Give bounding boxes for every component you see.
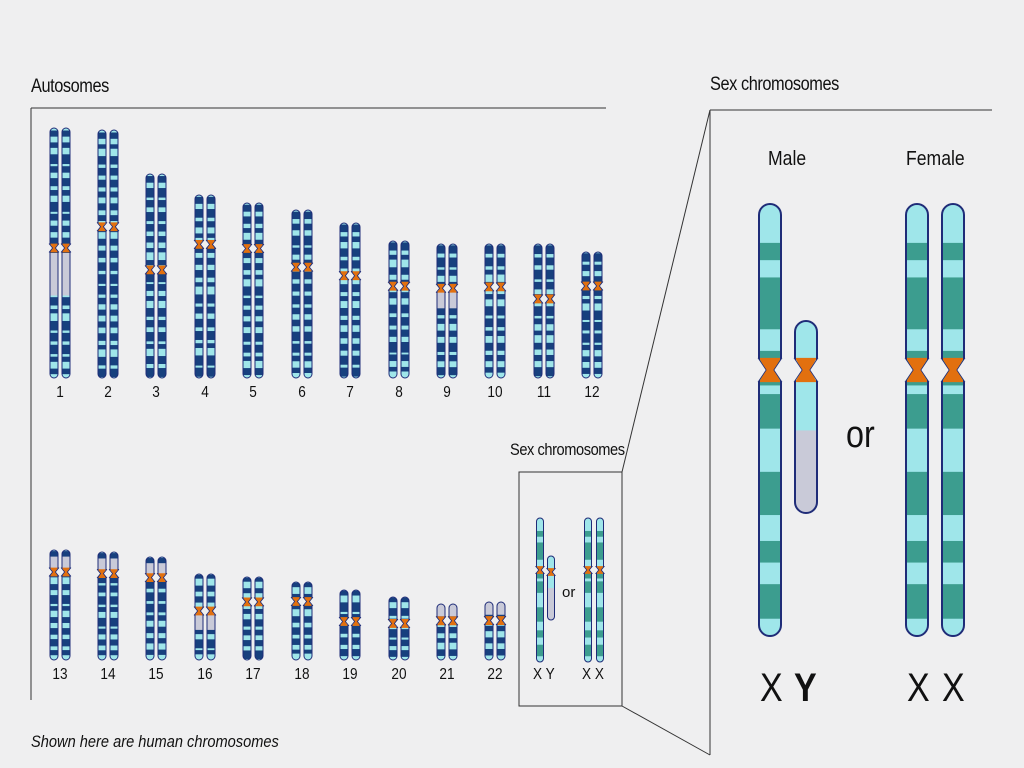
chromosome-12-b — [592, 251, 604, 379]
chromosome-2-a — [96, 129, 108, 379]
chromosome-18-a — [290, 581, 302, 661]
chromosome-number-2-label: 2 — [104, 384, 112, 401]
chromosome-17-a — [241, 576, 253, 661]
large-x-male — [757, 203, 783, 637]
zoom-line-top — [621, 109, 711, 473]
chromosome-1-b — [60, 127, 72, 379]
sex-chromosomes-label: Sex chromosomes — [710, 74, 839, 95]
chromosome-number-18-label: 18 — [294, 666, 310, 683]
sex-chromosomes-inset-label: Sex chromosomes — [510, 440, 625, 459]
chromosome-number-5-label: 5 — [249, 384, 257, 401]
chromosome-number-1-label: 1 — [56, 384, 64, 401]
chromosome-3-b — [156, 173, 168, 379]
chromosome-set — [48, 127, 966, 663]
chromosome-7-b — [350, 222, 362, 379]
chromosome-8-a — [387, 240, 399, 379]
small-x-female-a — [583, 517, 593, 663]
chromosome-14-b — [108, 551, 120, 661]
chromosome-number-17-label: 17 — [245, 666, 261, 683]
chromosome-4-b — [205, 194, 217, 379]
chromosome-number-22-label: 22 — [487, 666, 503, 683]
chromosome-3-a — [144, 173, 156, 379]
sex-chromosome-inset-box — [518, 471, 623, 707]
chromosome-number-3-label: 3 — [152, 384, 160, 401]
chromosome-11-a — [532, 243, 544, 379]
caption: Shown here are human chromosomes — [31, 732, 279, 751]
chromosome-number-12-label: 12 — [584, 384, 600, 401]
chromosome-number-6-label: 6 — [298, 384, 306, 401]
large-x-female-a — [904, 203, 930, 637]
chromosome-20-b — [399, 596, 411, 661]
chromosome-22-b — [495, 601, 507, 661]
chromosome-9-a — [435, 243, 447, 379]
chromosome-16-a — [193, 573, 205, 661]
chromosome-number-16-label: 16 — [197, 666, 213, 683]
chromosome-19-b — [350, 589, 362, 661]
chromosome-20-a — [387, 596, 399, 661]
chromosome-4-a — [193, 194, 205, 379]
chromosome-11-b — [544, 243, 556, 379]
chromosome-number-15-label: 15 — [148, 666, 164, 683]
chromosome-13-b — [60, 549, 72, 661]
chromosome-8-b — [399, 240, 411, 379]
male-y-label: Y — [794, 666, 817, 710]
chromosome-21-a — [435, 603, 447, 661]
chromosome-21-b — [447, 603, 459, 661]
chromosome-9-b — [447, 243, 459, 379]
autosomes-label: Autosomes — [31, 76, 109, 97]
large-x-female-b — [940, 203, 966, 637]
chromosome-2-b — [108, 129, 120, 379]
chromosome-15-a — [144, 556, 156, 661]
chromosome-number-8-label: 8 — [395, 384, 403, 401]
chromosome-number-7-label: 7 — [346, 384, 354, 401]
female-label: Female — [906, 148, 965, 170]
male-label: Male — [768, 148, 807, 170]
chromosome-13-a — [48, 549, 60, 661]
chromosome-16-b — [205, 573, 217, 661]
chromosome-number-19-label: 19 — [342, 666, 358, 683]
chromosome-19-a — [338, 589, 350, 661]
chromosome-number-9-label: 9 — [443, 384, 451, 401]
chromosome-number-4-label: 4 — [201, 384, 209, 401]
chromosome-15-b — [156, 556, 168, 661]
small-y-male — [546, 555, 556, 621]
chromosome-18-b — [302, 581, 314, 661]
chromosome-5-b — [253, 202, 265, 379]
chromosome-number-14-label: 14 — [100, 666, 116, 683]
chromosome-1-a — [48, 127, 60, 379]
chromosome-number-11-label: 11 — [536, 384, 552, 401]
chromosome-7-a — [338, 222, 350, 379]
chromosome-12-a — [580, 251, 592, 379]
chromosome-17-b — [253, 576, 265, 661]
chromosome-10-b — [495, 243, 507, 379]
chromosome-10-a — [483, 243, 495, 379]
small-xy-label: X Y — [533, 666, 555, 683]
zoom-line-bottom — [621, 705, 711, 756]
chromosome-number-10-label: 10 — [487, 384, 503, 401]
chromosome-number-13-label: 13 — [52, 666, 68, 683]
chromosome-14-a — [96, 551, 108, 661]
chromosome-6-a — [290, 209, 302, 379]
small-x-female-b — [595, 517, 605, 663]
small-x-male — [535, 517, 545, 663]
male-x-label: X — [760, 666, 783, 710]
female-x1-label: X — [907, 666, 930, 710]
small-xx-label: X X — [582, 666, 604, 683]
chromosome-number-20-label: 20 — [391, 666, 407, 683]
chromosome-22-a — [483, 601, 495, 661]
chromosome-5-a — [241, 202, 253, 379]
chromosome-number-21-label: 21 — [439, 666, 455, 683]
chromosome-6-b — [302, 209, 314, 379]
female-x2-label: X — [942, 666, 965, 710]
large-y-male — [793, 320, 819, 514]
or-label-small: or — [562, 584, 576, 601]
or-label-large: or — [846, 414, 875, 456]
